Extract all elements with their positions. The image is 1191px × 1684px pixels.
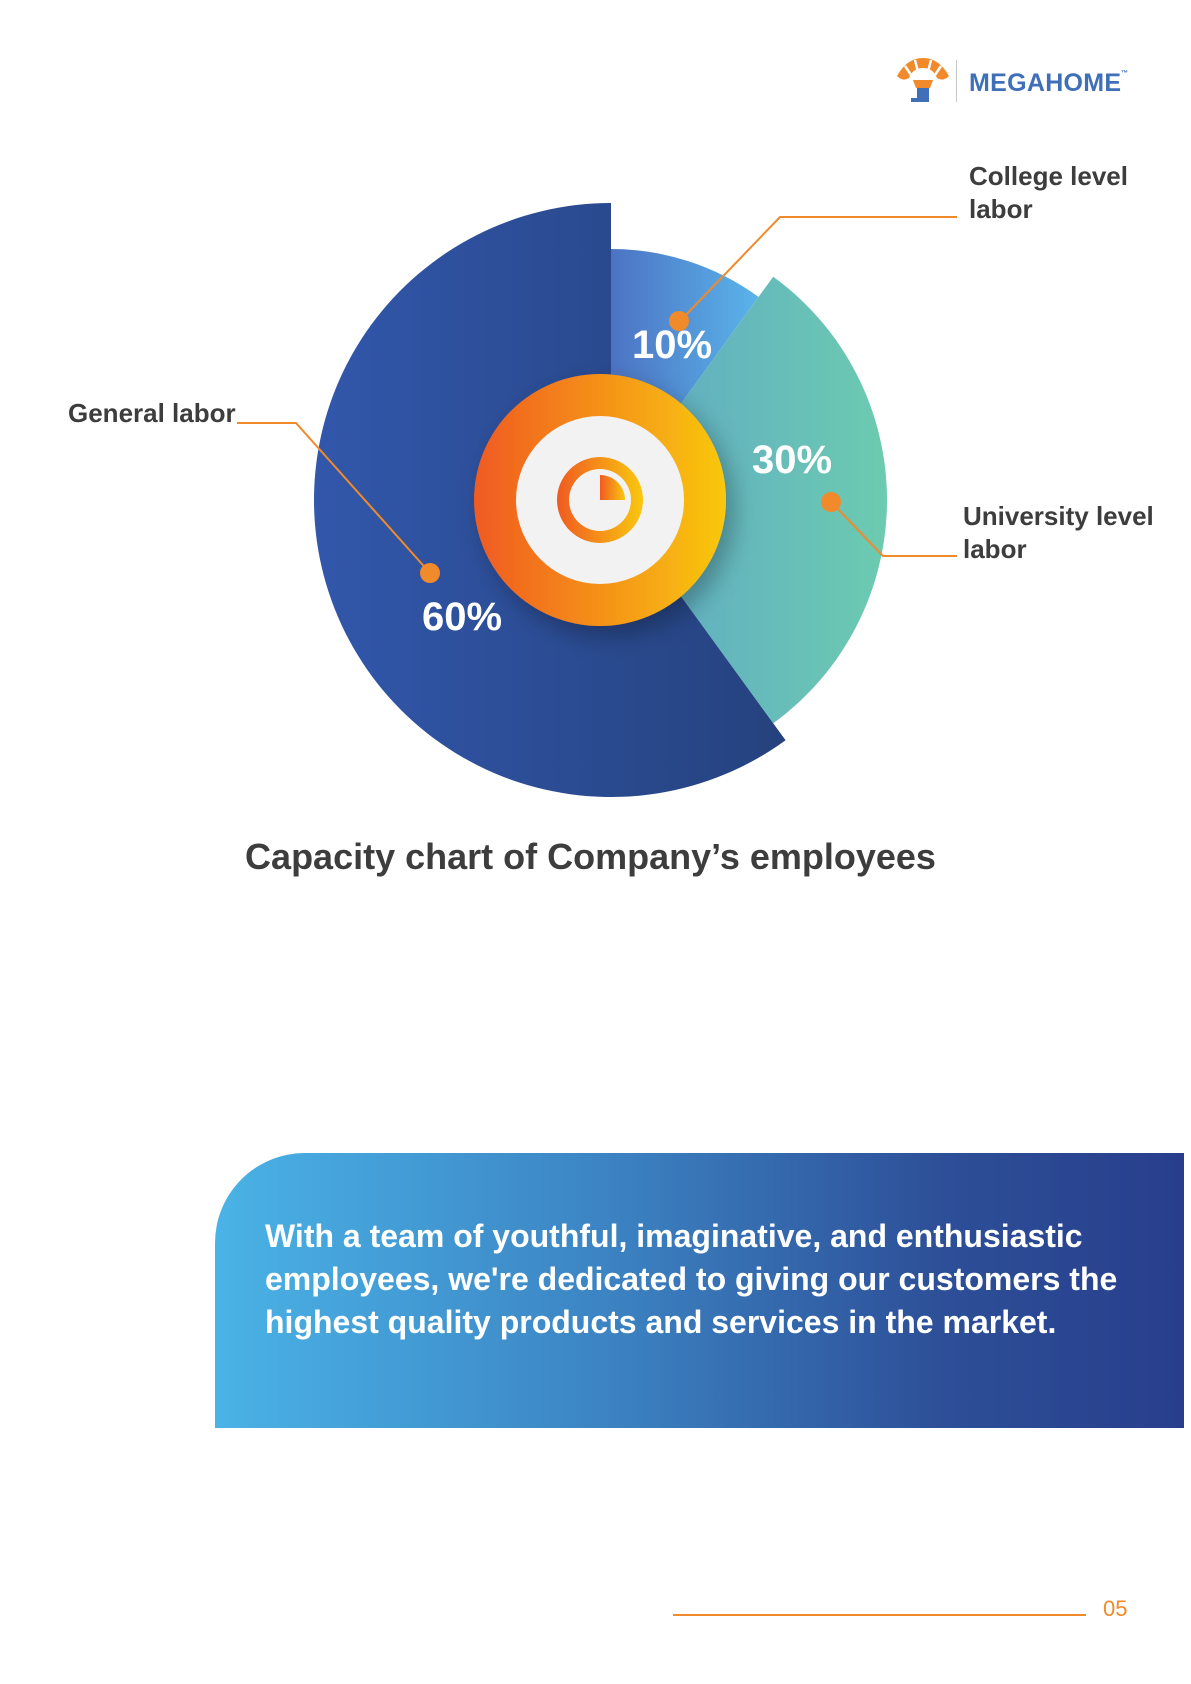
slice-college-level-labor-value-label: 10% [632,323,712,367]
megahome-logo: MEGAHOME ™ [893,56,1143,108]
banner-text: With a team of youthful, imaginative, an… [265,1218,1118,1340]
leader-line-college [679,216,957,322]
leader-dot-university [821,492,841,512]
leader-dot-college [669,311,689,331]
footer-line [673,1614,1086,1616]
leader-dot-general [420,563,440,583]
label-university-level-labor: University level labor [963,501,1154,564]
capacity-pie-chart: 10% 30% 60% [237,203,957,798]
brand-tm: ™ [1121,70,1128,77]
info-banner: With a team of youthful, imaginative, an… [215,1153,1184,1428]
chart-title: Capacity chart of Company’s employees [245,836,936,877]
leader-line-university [832,503,957,557]
slice-university-level-labor-value-label: 30% [752,438,832,482]
label-general-labor: General labor [68,398,236,428]
slice-general-labor-value-label: 60% [422,595,502,639]
page-number: 05 [1103,1596,1128,1621]
logo-divider [956,60,957,102]
slice-university-level-labor [611,276,888,724]
brand-name: MEGAHOME [969,69,1122,97]
label-college-level-labor: College level labor [969,161,1128,224]
leader-line-general [237,422,431,574]
megahome-logo-icon [897,58,949,102]
pie-icon-wedge [600,475,625,500]
